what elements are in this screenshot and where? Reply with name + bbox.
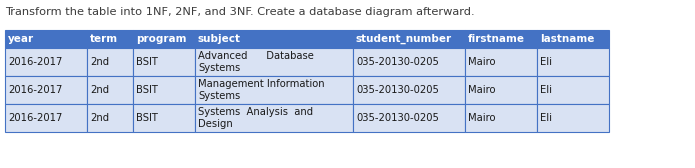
- Bar: [195, 76, 353, 104]
- Bar: [87, 48, 133, 76]
- Text: 035-20130-0205: 035-20130-0205: [356, 85, 439, 95]
- Text: 035-20130-0205: 035-20130-0205: [356, 113, 439, 123]
- Text: term: term: [90, 34, 118, 44]
- Bar: [133, 48, 195, 76]
- Text: BSIT: BSIT: [136, 85, 158, 95]
- Bar: [5, 104, 87, 132]
- Bar: [133, 76, 195, 104]
- Bar: [5, 30, 87, 48]
- Text: program: program: [136, 34, 186, 44]
- Text: 2016-2017: 2016-2017: [8, 57, 63, 67]
- Bar: [353, 104, 465, 132]
- Bar: [353, 76, 465, 104]
- Bar: [353, 48, 465, 76]
- Bar: [5, 48, 87, 76]
- Text: Eli: Eli: [540, 113, 552, 123]
- Bar: [195, 104, 353, 132]
- Text: 2nd: 2nd: [90, 85, 109, 95]
- Text: BSIT: BSIT: [136, 57, 158, 67]
- Text: Eli: Eli: [540, 85, 552, 95]
- Bar: [537, 48, 609, 76]
- Bar: [195, 48, 353, 76]
- Bar: [353, 30, 465, 48]
- Bar: [87, 76, 133, 104]
- Text: 2016-2017: 2016-2017: [8, 85, 63, 95]
- Text: 2nd: 2nd: [90, 57, 109, 67]
- Bar: [537, 76, 609, 104]
- Bar: [133, 30, 195, 48]
- Bar: [87, 30, 133, 48]
- Bar: [465, 104, 537, 132]
- Text: subject: subject: [198, 34, 241, 44]
- Text: Mairo: Mairo: [468, 57, 496, 67]
- Text: Management Information
Systems: Management Information Systems: [198, 79, 325, 101]
- Text: Eli: Eli: [540, 57, 552, 67]
- Text: year: year: [8, 34, 34, 44]
- Text: Transform the table into 1NF, 2NF, and 3NF. Create a database diagram afterward.: Transform the table into 1NF, 2NF, and 3…: [5, 7, 475, 17]
- Text: 2016-2017: 2016-2017: [8, 113, 63, 123]
- Text: Advanced      Database
Systems: Advanced Database Systems: [198, 51, 314, 73]
- Text: BSIT: BSIT: [136, 113, 158, 123]
- Text: Mairo: Mairo: [468, 85, 496, 95]
- Bar: [465, 48, 537, 76]
- Bar: [465, 76, 537, 104]
- Text: Mairo: Mairo: [468, 113, 496, 123]
- Text: lastname: lastname: [540, 34, 594, 44]
- Text: 035-20130-0205: 035-20130-0205: [356, 57, 439, 67]
- Bar: [537, 104, 609, 132]
- Text: student_number: student_number: [356, 34, 452, 44]
- Bar: [87, 104, 133, 132]
- Text: 2nd: 2nd: [90, 113, 109, 123]
- Bar: [195, 30, 353, 48]
- Bar: [465, 30, 537, 48]
- Bar: [133, 104, 195, 132]
- Bar: [537, 30, 609, 48]
- Bar: [5, 76, 87, 104]
- Text: firstname: firstname: [468, 34, 525, 44]
- Text: Systems  Analysis  and
Design: Systems Analysis and Design: [198, 107, 313, 129]
